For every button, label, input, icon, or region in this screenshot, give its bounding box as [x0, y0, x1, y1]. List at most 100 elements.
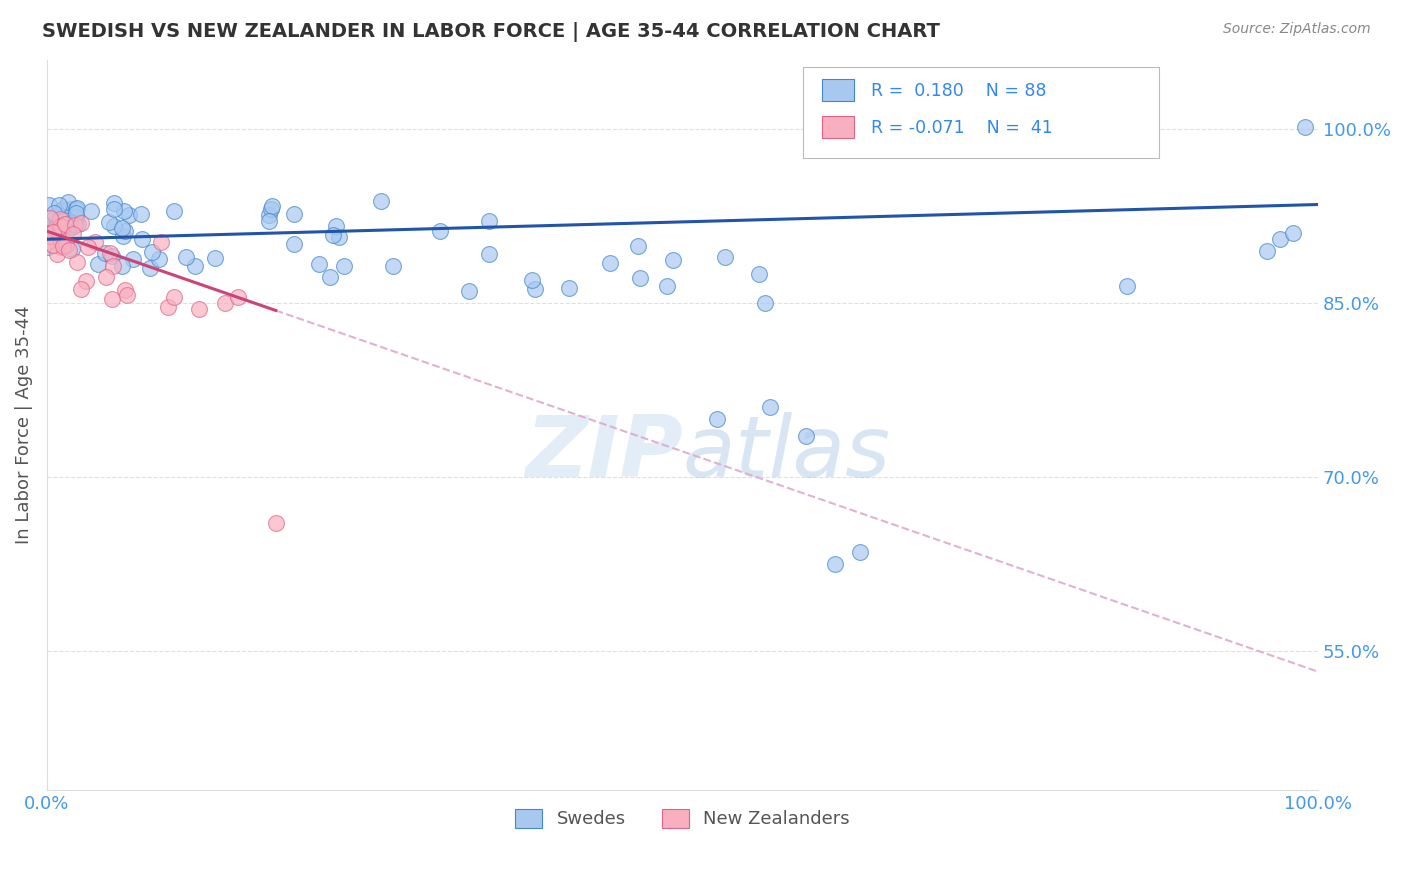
- Point: [322, 228, 344, 243]
- Point: [55, 237, 77, 252]
- Point: [478, 247, 501, 261]
- FancyBboxPatch shape: [823, 116, 853, 137]
- Point: [523, 282, 546, 296]
- Point: [283, 207, 305, 221]
- Point: [226, 290, 249, 304]
- Point: [628, 271, 651, 285]
- Point: [308, 257, 330, 271]
- Point: [66, 255, 89, 269]
- Point: [66, 202, 89, 216]
- Point: [45, 219, 67, 233]
- Point: [49, 219, 72, 234]
- Point: [42, 238, 65, 252]
- Point: [41, 238, 63, 252]
- Point: [114, 224, 136, 238]
- FancyBboxPatch shape: [803, 67, 1159, 158]
- Point: [62, 227, 84, 242]
- Point: [1294, 120, 1316, 134]
- Point: [66, 217, 89, 231]
- Point: [429, 224, 451, 238]
- Text: R =  0.180    N = 88: R = 0.180 N = 88: [870, 82, 1046, 100]
- Point: [49, 203, 72, 218]
- Point: [214, 296, 236, 310]
- Point: [51, 236, 73, 251]
- Point: [1268, 232, 1291, 246]
- Point: [794, 429, 817, 443]
- Point: [53, 212, 76, 227]
- Point: [49, 212, 72, 227]
- Point: [319, 270, 342, 285]
- Point: [46, 247, 69, 261]
- Point: [87, 257, 110, 271]
- Point: [627, 239, 650, 253]
- Point: [522, 273, 544, 287]
- Point: [139, 260, 162, 275]
- Point: [103, 260, 125, 274]
- Point: [748, 267, 770, 281]
- Y-axis label: In Labor Force | Age 35-44: In Labor Force | Age 35-44: [15, 305, 32, 544]
- Point: [65, 206, 87, 220]
- Point: [69, 282, 91, 296]
- Point: [332, 259, 354, 273]
- Point: [131, 232, 153, 246]
- Point: [48, 226, 70, 240]
- Point: [141, 245, 163, 260]
- Point: [53, 219, 76, 234]
- Point: [65, 202, 87, 217]
- Point: [114, 283, 136, 297]
- Point: [44, 223, 66, 237]
- Point: [163, 290, 186, 304]
- Point: [65, 210, 87, 224]
- Point: [45, 235, 67, 249]
- Point: [52, 203, 75, 218]
- Point: [38, 229, 60, 244]
- Text: SWEDISH VS NEW ZEALANDER IN LABOR FORCE | AGE 35-44 CORRELATION CHART: SWEDISH VS NEW ZEALANDER IN LABOR FORCE …: [42, 22, 941, 42]
- Point: [759, 401, 782, 415]
- Point: [655, 279, 678, 293]
- Point: [599, 255, 621, 269]
- Point: [103, 202, 125, 216]
- Point: [42, 225, 65, 239]
- Point: [51, 231, 73, 245]
- Point: [55, 225, 77, 239]
- Text: R = -0.071    N =  41: R = -0.071 N = 41: [870, 119, 1053, 136]
- Point: [264, 516, 287, 531]
- Point: [98, 245, 121, 260]
- Point: [103, 219, 125, 233]
- Point: [849, 545, 872, 559]
- Point: [51, 234, 73, 248]
- Point: [77, 240, 100, 254]
- Point: [1116, 278, 1139, 293]
- Point: [131, 207, 153, 221]
- Point: [58, 243, 80, 257]
- Point: [328, 229, 350, 244]
- Point: [63, 218, 86, 232]
- Point: [163, 204, 186, 219]
- Point: [754, 296, 776, 310]
- Point: [70, 216, 93, 230]
- FancyBboxPatch shape: [823, 79, 853, 101]
- Text: atlas: atlas: [682, 412, 890, 495]
- Point: [51, 240, 73, 254]
- Point: [370, 194, 392, 208]
- Point: [38, 197, 60, 211]
- Point: [97, 215, 120, 229]
- Point: [94, 245, 117, 260]
- Point: [101, 293, 124, 307]
- Point: [257, 208, 280, 222]
- Point: [44, 221, 66, 235]
- Point: [111, 221, 134, 235]
- Point: [112, 229, 135, 244]
- Point: [706, 412, 728, 426]
- Point: [1281, 227, 1303, 241]
- Point: [457, 284, 479, 298]
- Point: [60, 220, 83, 235]
- Point: [58, 194, 80, 209]
- Point: [184, 259, 207, 273]
- Point: [1256, 244, 1278, 258]
- Point: [38, 229, 60, 244]
- Point: [260, 199, 283, 213]
- Point: [101, 250, 124, 264]
- Point: [325, 219, 347, 233]
- Point: [53, 217, 76, 231]
